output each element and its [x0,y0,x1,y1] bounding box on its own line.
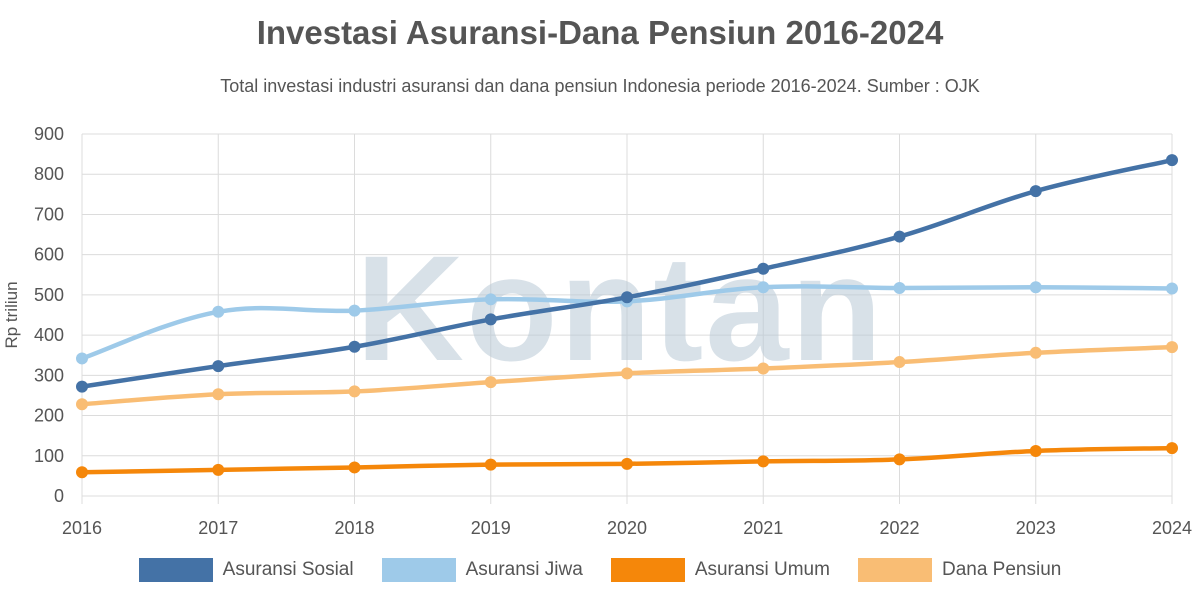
data-point[interactable] [757,362,770,375]
data-point[interactable] [1029,444,1042,457]
data-point[interactable] [212,463,225,476]
data-point[interactable] [348,340,361,353]
legend-label: Asuransi Umum [694,559,830,580]
chart-title: Investasi Asuransi-Dana Pensiun 2016-202… [256,14,944,51]
data-point[interactable] [1166,282,1178,295]
y-tick-label: 900 [34,124,64,144]
y-tick-label: 100 [34,446,64,466]
data-point[interactable] [757,262,770,275]
data-point[interactable] [76,380,88,393]
legend-label: Asuransi Jiwa [465,559,583,580]
data-point[interactable] [212,360,225,373]
data-point[interactable] [621,291,633,304]
legend: Asuransi Sosial Asuransi Jiwa Asuransi Umu… [0,558,1200,582]
data-point[interactable] [1029,281,1042,294]
data-point[interactable] [757,455,770,468]
legend-swatch [610,558,685,582]
y-axis-label: Rp triliun [2,281,21,348]
y-tick-label: 200 [34,406,64,426]
y-tick-label: 600 [34,245,64,265]
axes: 0 100 200 300 400 500 600 700 800 900 2016 2017 2018… [34,124,1192,538]
data-point[interactable] [1029,185,1042,198]
y-tick-label: 400 [34,325,64,345]
data-point[interactable] [1029,346,1042,359]
chart-subtitle: Total investasi industri asuransi dan da… [220,76,980,96]
x-tick-label: 2020 [607,518,647,538]
y-tick-label: 800 [34,164,64,184]
data-point[interactable] [484,376,497,389]
legend-label: Asuransi Sosial [222,559,354,580]
data-point[interactable] [348,304,361,317]
series-asuransi-sosial [76,154,1178,393]
data-point[interactable] [893,453,906,466]
legend-item-asuransi-sosial[interactable]: Asuransi Sosial [138,558,354,582]
x-tick-label: 2021 [743,518,783,538]
data-point[interactable] [621,457,633,470]
legend-item-asuransi-umum[interactable]: Asuransi Umum [610,558,830,582]
legend-item-asuransi-jiwa[interactable]: Asuransi Jiwa [381,558,583,582]
legend-item-dana-pensiun[interactable]: Dana Pensiun [857,558,1062,582]
data-point[interactable] [76,466,88,479]
y-tick-label: 700 [34,204,64,224]
data-point[interactable] [76,352,88,365]
data-point[interactable] [212,305,225,318]
series-dana-pensiun [76,341,1178,411]
legend-label: Dana Pensiun [941,559,1062,580]
data-point[interactable] [621,367,633,380]
data-point[interactable] [1166,341,1178,354]
data-point[interactable] [76,398,88,411]
data-point[interactable] [1166,442,1178,455]
x-tick-label: 2024 [1152,518,1192,538]
y-tick-label: 0 [54,486,64,506]
x-tick-label: 2023 [1016,518,1056,538]
x-tick-label: 2019 [471,518,511,538]
data-point[interactable] [893,282,906,295]
data-point[interactable] [212,388,225,401]
x-tick-label: 2016 [62,518,102,538]
watermark-logo: Kontan [356,224,885,392]
series-lines [76,154,1178,479]
data-point[interactable] [1166,154,1178,167]
x-tick-label: 2017 [198,518,238,538]
y-tick-label: 300 [34,365,64,385]
x-tick-label: 2022 [879,518,919,538]
legend-swatch [857,558,932,582]
data-point[interactable] [348,461,361,474]
data-point[interactable] [893,356,906,369]
data-point[interactable] [757,281,770,294]
data-point[interactable] [893,230,906,243]
legend-swatch [138,558,213,582]
series-asuransi-umum [76,442,1178,479]
y-tick-label: 500 [34,285,64,305]
data-point[interactable] [484,458,497,471]
legend-swatch [381,558,456,582]
data-point[interactable] [484,313,497,326]
data-point[interactable] [348,385,361,398]
x-tick-label: 2018 [334,518,374,538]
data-point[interactable] [484,293,497,306]
